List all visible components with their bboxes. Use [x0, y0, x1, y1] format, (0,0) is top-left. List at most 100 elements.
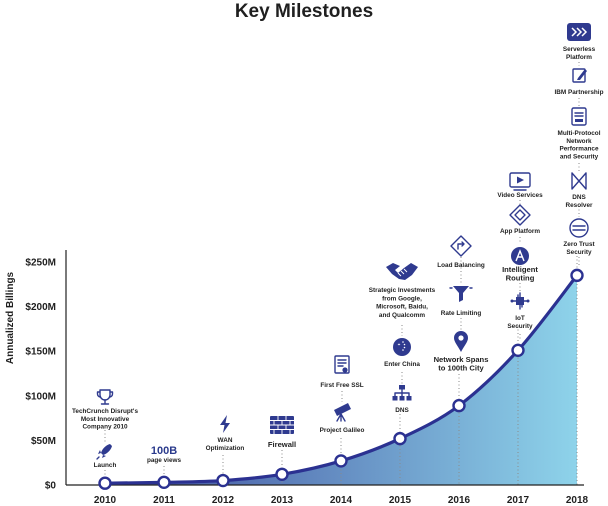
- milestone-label-line: Security: [566, 249, 592, 256]
- map-pin-icon: [454, 331, 468, 352]
- milestone-label-line: First Free SSL: [320, 382, 363, 389]
- data-point-2015: [393, 431, 407, 446]
- milestone-label-line: Serverless: [563, 46, 596, 53]
- milestone-label-line: IBM Partnership: [554, 89, 603, 96]
- milestone-label-line: TechCrunch Disrupt's: [72, 408, 138, 415]
- billings-area: [105, 275, 577, 485]
- milestone-rocket: Launch: [94, 444, 117, 469]
- milestone-label-line: DNS: [572, 194, 586, 201]
- milestone-label-line: to 100th City: [438, 364, 484, 373]
- milestone-video: Video Services: [497, 172, 543, 199]
- milestone-label-line: Microsoft, Baidu,: [376, 304, 428, 311]
- milestone-label-line: Intelligent: [502, 265, 538, 274]
- x-tick-2010: 2010: [94, 495, 117, 506]
- milestone-label-line: Firewall: [268, 440, 296, 449]
- milestone-dns: DNS: [392, 385, 412, 414]
- milestone-load-balancing: Load Balancing: [437, 235, 485, 269]
- lightning-icon: [220, 415, 230, 433]
- milestone-label-line: Company 2010: [82, 424, 128, 431]
- handshake-icon: [386, 263, 418, 280]
- milestone-label-line: IoT: [515, 315, 525, 322]
- data-point-2016: [452, 398, 466, 413]
- milestone-label-line: DNS: [395, 407, 409, 414]
- data-point-2011: [157, 475, 171, 490]
- milestone-label-line: Strategic Investments: [369, 287, 436, 294]
- y-tick-50: $50M: [31, 436, 56, 447]
- milestone-label-line: Performance: [559, 146, 599, 153]
- milestone-china-flag: Enter China: [384, 338, 420, 368]
- milestone-label-line: page views: [147, 457, 182, 464]
- china-flag-icon: [393, 338, 411, 356]
- milestone-telescope: Project Galileo: [320, 403, 365, 434]
- milestone-label-line: Enter China: [384, 361, 420, 368]
- milestone-label-line: and Security: [560, 153, 599, 160]
- milestone-label-line: Project Galileo: [320, 427, 365, 434]
- dns-icon: [392, 385, 412, 401]
- x-tick-2016: 2016: [448, 495, 471, 506]
- dns-resolver-icon: [571, 172, 587, 190]
- intelligent-routing-icon: [511, 247, 529, 265]
- multiprotocol-icon: [571, 107, 587, 126]
- x-tick-2018: 2018: [566, 495, 589, 506]
- billings-line: [104, 274, 579, 485]
- milestone-label-line: Platform: [566, 54, 592, 61]
- milestone-label-line: WAN: [218, 437, 233, 444]
- y-tick-250: $250M: [25, 258, 56, 269]
- x-tick-2015: 2015: [389, 495, 412, 506]
- y-axis-label: Annualized Billings: [5, 271, 16, 364]
- rate-limiting-icon: [449, 286, 473, 302]
- data-point-2018: [570, 268, 584, 283]
- milestone-label-line: Optimization: [206, 445, 245, 452]
- video-icon: [509, 172, 531, 191]
- data-point-2012: [216, 473, 230, 488]
- milestone-rate-limiting: Rate Limiting: [441, 286, 482, 317]
- zero-trust-icon: [569, 218, 589, 238]
- serverless-icon: [567, 23, 591, 41]
- certificate-icon: [334, 355, 350, 374]
- y-tick-0: $0: [45, 481, 57, 492]
- firewall-icon: [270, 416, 294, 434]
- telescope-icon: [334, 403, 351, 422]
- y-tick-200: $200M: [25, 302, 56, 313]
- milestone-label-line: Rate Limiting: [441, 310, 482, 317]
- milestone-label-line: Network Spans: [434, 355, 489, 364]
- chart-title: Key Milestones: [235, 1, 373, 22]
- x-tick-2011: 2011: [153, 495, 175, 506]
- milestone-label-line: App Platform: [500, 228, 540, 235]
- milestone-label-line: Resolver: [566, 202, 594, 209]
- milestone-label-line: Most Innovative: [81, 416, 130, 423]
- milestone-label-line: Zero Trust: [563, 241, 595, 248]
- milestone-label-line: and Qualcomm: [379, 312, 425, 319]
- milestone-certificate: First Free SSL: [320, 355, 364, 389]
- milestone-big-value: 100B: [151, 445, 177, 457]
- milestone-label-line: Launch: [94, 462, 117, 469]
- milestone-label-line: Video Services: [497, 192, 543, 199]
- app-platform-icon: [509, 204, 531, 226]
- partnership-icon: [572, 68, 587, 83]
- data-point-2013: [275, 467, 289, 481]
- trophy-icon: [96, 389, 114, 405]
- milestone-label-line: Multi-Protocol: [558, 130, 601, 137]
- milestone-app-platform: App Platform: [500, 204, 540, 235]
- x-tick-2013: 2013: [271, 495, 294, 506]
- iot-icon: [510, 292, 530, 310]
- milestone-label-line: Security: [507, 323, 533, 330]
- x-tick-2014: 2014: [330, 495, 353, 506]
- milestone-partnership: IBM Partnership: [554, 68, 604, 96]
- milestone-label-line: from Google,: [382, 295, 422, 302]
- x-tick-2017: 2017: [507, 495, 530, 506]
- data-point-2017: [511, 343, 525, 358]
- load-balancing-icon: [450, 235, 472, 257]
